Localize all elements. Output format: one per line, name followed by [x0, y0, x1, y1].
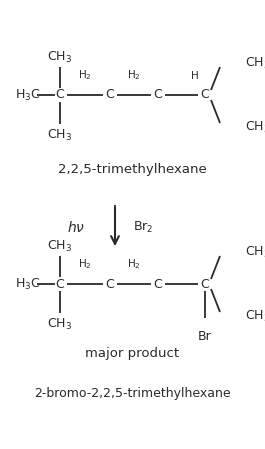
Text: H$_2$: H$_2$ — [127, 257, 141, 271]
Text: CH$_3$: CH$_3$ — [47, 317, 73, 331]
Text: H$_2$: H$_2$ — [78, 68, 92, 82]
Text: C: C — [56, 88, 64, 101]
Text: Br$_2$: Br$_2$ — [133, 220, 153, 234]
Text: 2,2,5-trimethylhexane: 2,2,5-trimethylhexane — [58, 163, 206, 176]
Text: Br: Br — [198, 330, 212, 343]
Text: CH$_3$: CH$_3$ — [245, 119, 265, 135]
Text: H$_2$: H$_2$ — [127, 68, 141, 82]
Text: $h\nu$: $h\nu$ — [67, 220, 85, 234]
Text: C: C — [106, 277, 114, 291]
Text: CH$_3$: CH$_3$ — [245, 308, 265, 324]
Text: major product: major product — [85, 348, 179, 361]
Text: C: C — [201, 88, 209, 101]
Text: C: C — [154, 88, 162, 101]
Text: C: C — [154, 277, 162, 291]
Text: 2-bromo-2,2,5-trimethylhexane: 2-bromo-2,2,5-trimethylhexane — [34, 387, 230, 401]
Text: H: H — [191, 71, 199, 81]
Text: CH$_3$: CH$_3$ — [47, 238, 73, 254]
Text: C: C — [201, 277, 209, 291]
Text: H$_2$: H$_2$ — [78, 257, 92, 271]
Text: C: C — [106, 88, 114, 101]
Text: C: C — [56, 277, 64, 291]
Text: CH$_3$: CH$_3$ — [245, 55, 265, 70]
Text: H$_3$C: H$_3$C — [15, 277, 41, 291]
Text: CH$_3$: CH$_3$ — [47, 49, 73, 65]
Text: CH$_3$: CH$_3$ — [47, 128, 73, 142]
Text: H$_3$C: H$_3$C — [15, 88, 41, 102]
Text: CH$_3$: CH$_3$ — [245, 244, 265, 260]
